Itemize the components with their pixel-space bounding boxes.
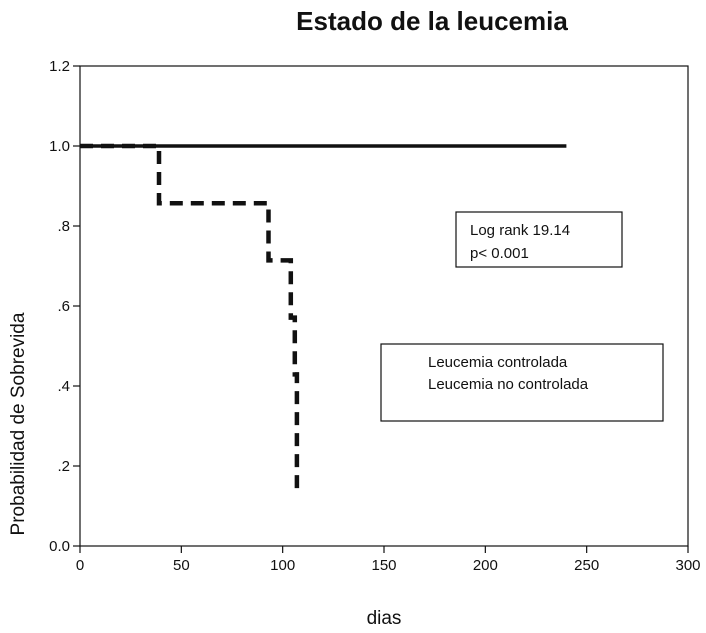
y-tick-label: .6 bbox=[57, 298, 70, 315]
series-layer bbox=[80, 143, 567, 489]
y-tick-label: 1.0 bbox=[49, 138, 70, 155]
x-axis-ticks: 0 50 100 150 200 250 300 bbox=[76, 546, 701, 574]
legend-frame bbox=[380, 343, 664, 422]
series-line-no-controlada bbox=[80, 143, 300, 489]
y-tick-label: 1.2 bbox=[49, 58, 70, 75]
annotation-frame bbox=[455, 211, 623, 268]
x-tick-label: 200 bbox=[473, 557, 498, 574]
plot-frame bbox=[79, 65, 689, 547]
y-tick-label: .4 bbox=[57, 378, 70, 395]
x-tick-label: 250 bbox=[574, 557, 599, 574]
chart-title: Estado de la leucemia bbox=[296, 6, 568, 36]
y-tick-label: 0.0 bbox=[49, 538, 70, 555]
y-axis-ticks: 0.0 .2 .4 .6 .8 1.0 1.2 bbox=[49, 58, 80, 555]
x-tick-label: 0 bbox=[76, 557, 84, 574]
x-tick-label: 100 bbox=[270, 557, 295, 574]
annotation-box: Log rank 19.14 p< 0.001 bbox=[455, 211, 623, 268]
annotation-line-2: p< 0.001 bbox=[470, 245, 529, 262]
x-tick-label: 50 bbox=[173, 557, 190, 574]
x-tick-label: 150 bbox=[371, 557, 396, 574]
y-tick-label: .2 bbox=[57, 458, 70, 475]
x-axis-label: dias bbox=[367, 608, 402, 629]
annotation-line-1: Log rank 19.14 bbox=[470, 222, 570, 239]
legend: Leucemia controlada Leucemia no controla… bbox=[380, 343, 664, 422]
y-axis-label: Probabilidad de Sobrevida bbox=[8, 312, 29, 535]
y-tick-label: .8 bbox=[57, 218, 70, 235]
legend-entry-controlada: Leucemia controlada bbox=[428, 354, 568, 371]
x-tick-label: 300 bbox=[675, 557, 700, 574]
legend-entry-no-controlada: Leucemia no controlada bbox=[428, 376, 589, 393]
